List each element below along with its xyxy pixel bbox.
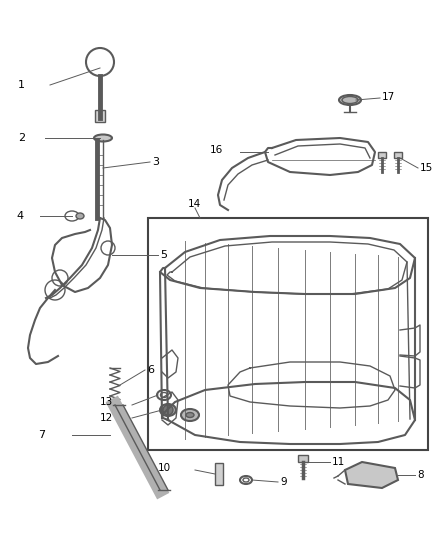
Ellipse shape: [160, 404, 176, 416]
Bar: [215, 463, 223, 485]
Text: 6: 6: [147, 365, 154, 375]
Bar: [95, 110, 105, 122]
Text: 13: 13: [100, 397, 113, 407]
Text: 4: 4: [16, 211, 23, 221]
Text: 11: 11: [332, 457, 345, 467]
Text: 12: 12: [100, 413, 113, 423]
Bar: [394, 152, 402, 158]
Bar: [298, 455, 308, 462]
Ellipse shape: [339, 95, 361, 105]
Text: 9: 9: [280, 477, 286, 487]
Text: 14: 14: [188, 199, 201, 209]
Polygon shape: [345, 462, 398, 488]
Ellipse shape: [181, 409, 199, 421]
Ellipse shape: [76, 213, 84, 219]
Text: 3: 3: [152, 157, 159, 167]
Text: 5: 5: [160, 250, 167, 260]
Ellipse shape: [186, 413, 194, 417]
Text: 17: 17: [382, 92, 395, 102]
Text: 2: 2: [18, 133, 25, 143]
Circle shape: [163, 405, 173, 415]
Text: 1: 1: [18, 80, 25, 90]
Text: 7: 7: [38, 430, 45, 440]
Text: 16: 16: [210, 145, 223, 155]
Bar: [148, 218, 428, 450]
Text: 15: 15: [420, 163, 433, 173]
Text: 8: 8: [417, 470, 424, 480]
Ellipse shape: [94, 134, 112, 141]
Text: 10: 10: [158, 463, 171, 473]
Bar: [378, 152, 386, 158]
